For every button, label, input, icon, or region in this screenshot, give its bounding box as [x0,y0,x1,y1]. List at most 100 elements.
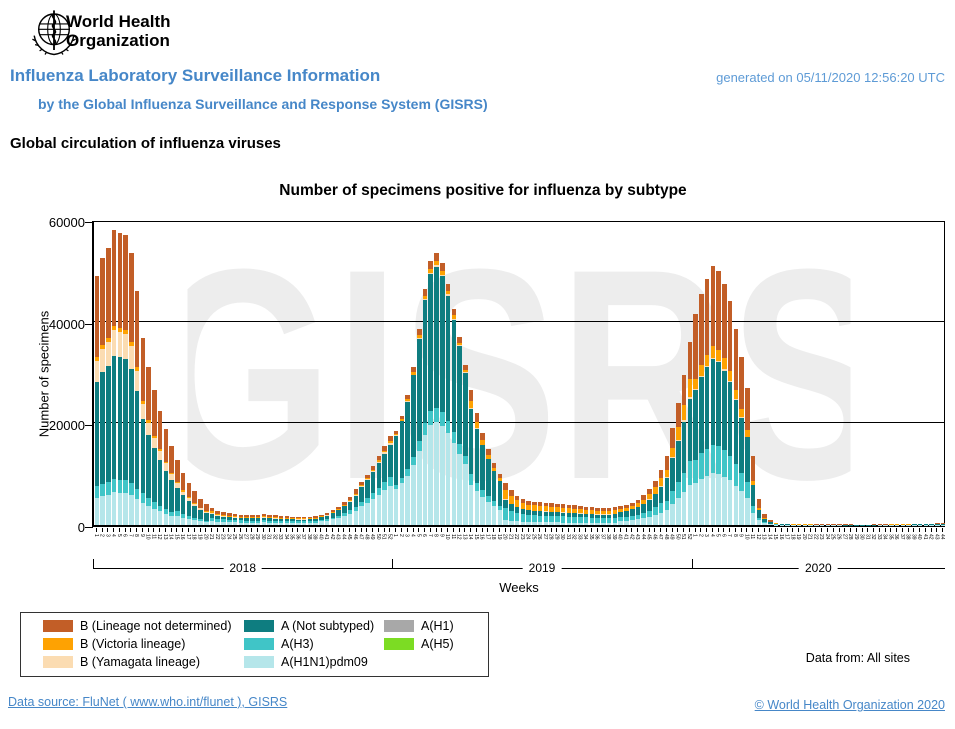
bar-week-34 [284,516,290,525]
bar-segment [411,457,416,466]
bar-week-64 [457,336,462,525]
x-tick-mark [498,528,500,532]
bar-segment [727,455,733,481]
bar-week-146 [929,523,934,525]
bar-segment [129,253,134,342]
bar-segment [278,515,284,518]
bar-segment [365,474,370,478]
bar-segment [370,493,376,500]
bar-segment [365,479,370,498]
copyright-link[interactable]: © World Health Organization 2020 [754,698,945,712]
bar-segment [169,473,174,481]
x-tick-label-week-2020-44: 44 [939,534,946,540]
bar-segment [618,509,623,512]
bar-segment [670,457,675,459]
bar-segment [209,517,215,521]
x-tick-label-week-2020-35: 35 [887,534,894,540]
bar-segment [428,273,434,412]
x-tick-mark [291,528,293,532]
bar-segment [601,514,606,518]
bar-segment [203,511,209,514]
x-tick-label-week-2018-43: 43 [334,534,341,540]
x-tick-label-week-2018-6: 6 [121,534,128,537]
bar-segment [480,432,485,440]
x-tick-mark [141,528,143,532]
bar-segment [100,258,105,345]
bar-week-41 [324,513,330,525]
bar-segment [555,512,560,517]
data-source-link[interactable]: Data source: FluNet ( www.who.int/flunet… [8,695,288,709]
legend-item: B (Victoria lineage) [43,637,185,651]
x-tick-mark [153,528,155,532]
bar-segment [486,448,491,455]
bar-segment [267,516,272,518]
bar-segment [215,510,221,514]
bar-segment [336,515,341,519]
x-tick-label-week-2019-7: 7 [426,534,433,537]
bar-week-127 [819,524,825,525]
bar-segment [543,515,549,523]
bar-segment [123,358,128,481]
bar-segment [606,517,612,523]
x-tick-label-week-2020-37: 37 [898,534,905,540]
x-tick-label-week-2018-49: 49 [369,534,376,540]
bar-segment [250,515,255,517]
bar-week-16 [180,472,186,525]
x-tick-mark [711,528,713,532]
bar-segment [336,506,341,509]
bar-segment [687,484,693,525]
x-tick-mark [211,528,212,532]
x-tick-mark [832,528,834,532]
x-tick-mark [901,528,903,532]
bar-segment [532,511,537,516]
bar-week-25 [232,514,238,525]
x-tick-label-week-2019-32: 32 [570,534,577,540]
bar-segment [215,521,221,525]
bar-week-61 [440,263,445,525]
bar-segment [589,522,595,525]
x-tick-label-week-2018-11: 11 [150,534,157,540]
bar-segment [768,520,773,523]
bar-segment [307,521,313,523]
bar-segment [227,513,232,516]
bar-segment [353,506,359,512]
bar-segment [106,342,111,366]
bar-segment [537,506,543,511]
bar-segment [578,509,583,514]
bar-segment [773,522,779,524]
bar-segment [411,374,416,376]
bar-segment [186,500,192,517]
bar-segment [227,515,232,517]
x-tick-label-week-2018-21: 21 [208,534,214,540]
bar-week-62 [445,283,451,525]
x-tick-label-week-2019-5: 5 [415,534,422,537]
bar-segment [440,263,445,272]
bar-segment [733,485,739,525]
x-tick-label-week-2018-29: 29 [254,534,261,540]
bar-week-63 [451,309,457,525]
bar-segment [704,367,710,449]
x-tick-mark [251,528,253,532]
legend-swatch [43,620,73,632]
bar-segment [681,405,687,421]
bar-week-42 [330,510,336,525]
bar-segment [244,514,249,517]
bar-segment [382,452,387,454]
x-tick-label-week-2019-33: 33 [576,534,583,540]
bar-segment [192,505,197,518]
x-tick-mark [660,528,662,532]
bar-week-52 [388,435,393,525]
bar-segment [768,522,773,524]
bar-segment [209,520,215,525]
x-tick-mark [516,528,518,532]
bar-segment [693,482,698,525]
bar-segment [284,519,290,522]
bar-week-105 [693,314,698,525]
bar-segment [670,503,675,525]
x-tick-label-week-2018-19: 19 [196,534,203,540]
bar-segment [215,513,221,515]
bar-segment [635,519,641,525]
bar-segment [428,272,434,274]
bar-segment [526,514,531,523]
x-tick-label-week-2020-10: 10 [743,534,750,540]
